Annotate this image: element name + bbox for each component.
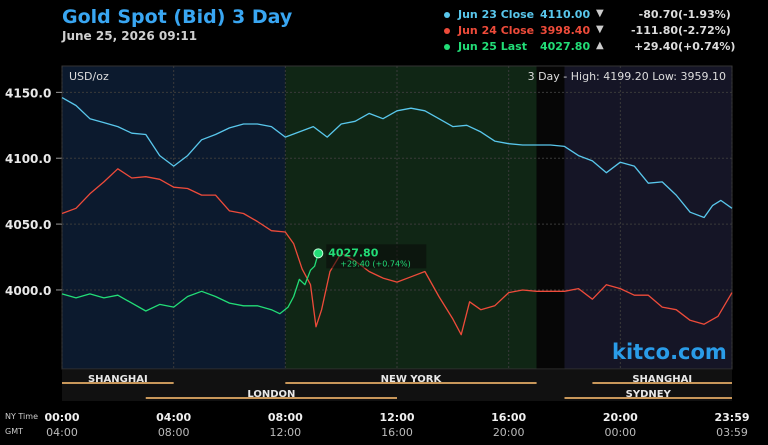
legend-change-jun24: -111.80 — [630, 24, 678, 37]
series-line — [61, 253, 319, 315]
session-label: SHANGHAI — [632, 374, 692, 385]
legend-dot-jun23 — [444, 12, 450, 18]
x-tick-label: 23:59 — [714, 411, 749, 424]
session-band — [536, 66, 565, 369]
x-tick-label: 00:00 — [604, 426, 636, 439]
series-line — [61, 97, 733, 219]
chart-title: Gold Spot (Bid) 3 Day — [62, 6, 293, 28]
legend-row-jun23: Jun 23 Close 4110.00 ▼ -80.70 (-1.93%) — [444, 8, 764, 24]
legend-row-jun24: Jun 24 Close 3998.40 ▼ -111.80 (-2.72%) — [444, 24, 764, 40]
range-label: 3 Day - High: 4199.20 Low: 3959.10 — [528, 70, 726, 83]
x-axis-row-label: NY Time — [5, 412, 38, 421]
down-arrow-icon: ▼ — [596, 8, 604, 19]
legend-dot-jun24 — [444, 28, 450, 34]
legend-value-jun24: 3998.40 — [540, 24, 591, 37]
legend-pct-jun24: (-2.72%) — [678, 24, 731, 37]
legend-row-jun25: Jun 25 Last 4027.80 ▲ +29.40 (+0.74%) — [444, 40, 764, 56]
last-price-value: 4027.80 — [328, 246, 378, 259]
x-tick-label: 00:00 — [44, 411, 79, 424]
legend-value-jun25: 4027.80 — [540, 40, 591, 53]
session-band — [564, 66, 732, 369]
x-axis-row-label: GMT — [5, 427, 23, 436]
y-tick-label: 4000.0 — [5, 284, 51, 298]
x-tick-label: 03:59 — [716, 426, 748, 439]
x-tick-label: 16:00 — [381, 426, 413, 439]
x-tick-label: 08:00 — [268, 411, 303, 424]
chart-timestamp: June 25, 2026 09:11 — [62, 29, 198, 43]
x-tick-label: 12:00 — [379, 411, 414, 424]
brand-logo: kitco.com — [612, 340, 727, 364]
last-price-change: +29.40 (+0.74%) — [340, 259, 411, 268]
session-label: SYDNEY — [626, 389, 672, 400]
x-tick-label: 20:00 — [603, 411, 638, 424]
session-band — [285, 66, 537, 369]
legend-dot-jun25 — [444, 44, 450, 50]
legend-pct-jun25: (+0.74%) — [678, 40, 736, 53]
legend-label-jun24: Jun 24 Close — [458, 24, 535, 37]
legend-label-jun23: Jun 23 Close — [458, 8, 535, 21]
session-label: SHANGHAI — [88, 374, 148, 385]
legend-label-jun25: Jun 25 Last — [458, 40, 527, 53]
x-tick-label: 04:00 — [46, 426, 78, 439]
session-strip — [62, 370, 732, 401]
legend-change-jun25: +29.40 — [633, 40, 678, 53]
legend-change-jun23: -80.70 — [638, 8, 678, 21]
x-tick-label: 08:00 — [158, 426, 190, 439]
x-tick-label: 12:00 — [269, 426, 301, 439]
x-tick-label: 04:00 — [156, 411, 191, 424]
legend: Jun 23 Close 4110.00 ▼ -80.70 (-1.93%) J… — [444, 8, 764, 56]
y-tick-label: 4150.0 — [5, 86, 51, 100]
down-arrow-icon: ▼ — [596, 24, 604, 35]
series-line — [61, 168, 733, 336]
up-arrow-icon: ▲ — [596, 40, 604, 51]
session-label: LONDON — [247, 389, 295, 400]
y-tick-label: 4100.0 — [5, 152, 51, 166]
x-tick-label: 20:00 — [493, 426, 525, 439]
last-price-marker — [313, 248, 324, 259]
legend-value-jun23: 4110.00 — [540, 8, 591, 21]
x-tick-label: 16:00 — [491, 411, 526, 424]
unit-label: USD/oz — [69, 70, 109, 83]
legend-pct-jun23: (-1.93%) — [678, 8, 731, 21]
last-price-box — [326, 244, 427, 269]
session-label: NEW YORK — [381, 374, 443, 385]
y-tick-label: 4050.0 — [5, 218, 51, 232]
